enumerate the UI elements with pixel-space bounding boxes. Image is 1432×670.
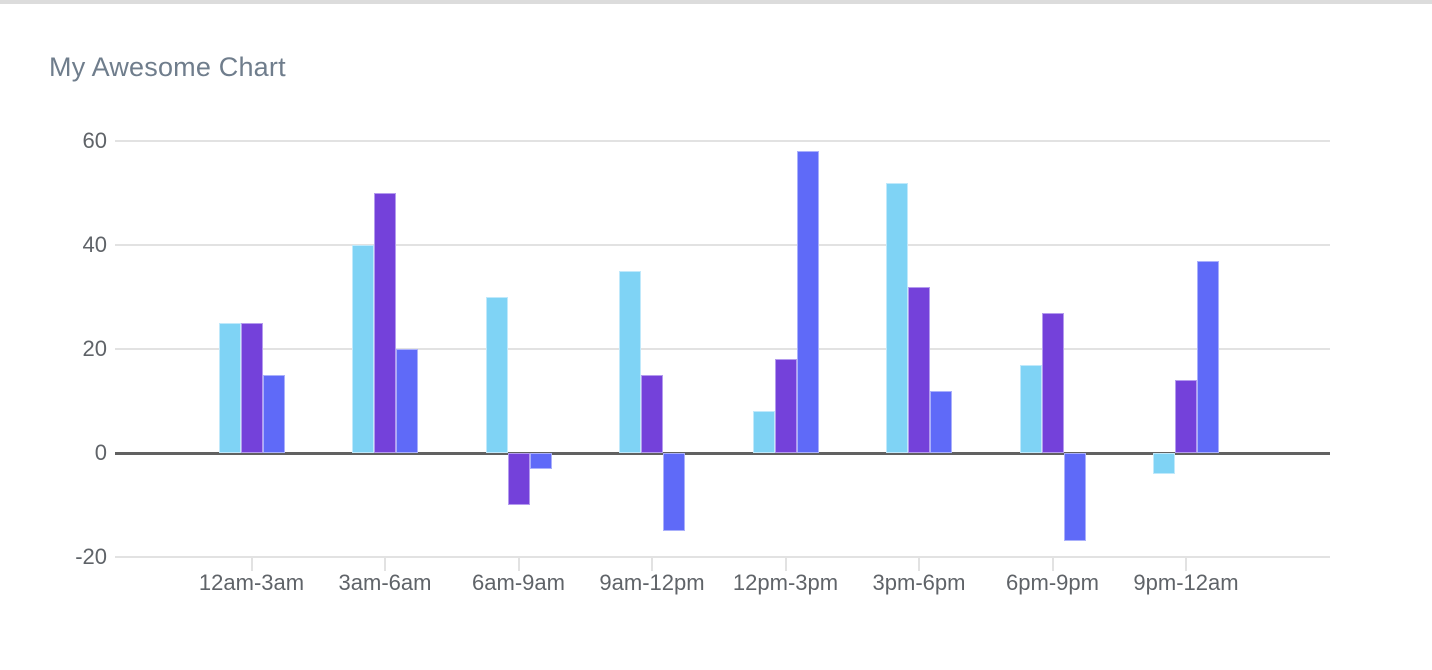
bar-series-2-12pm-3pm[interactable] <box>774 359 797 453</box>
bar-series-2-6am-9am[interactable] <box>507 453 530 505</box>
x-axis-tick <box>784 557 787 571</box>
x-axis-tick <box>1185 557 1187 571</box>
x-axis-category-label: 6pm-9pm <box>1006 570 1099 595</box>
y-axis-tick-label: 60 <box>82 128 107 153</box>
y-gridline <box>115 348 1330 350</box>
bar-series-3-6am-9am[interactable] <box>529 453 552 469</box>
bar-series-1-6am-9am[interactable] <box>485 297 508 453</box>
bar-series-2-9pm-12am[interactable] <box>1175 380 1197 453</box>
bar-series-1-6pm-9pm[interactable] <box>1019 364 1042 453</box>
bar-series-1-12am-3am[interactable] <box>218 323 241 453</box>
bar-series-2-9am-12pm[interactable] <box>641 375 663 453</box>
x-axis-tick <box>651 557 653 571</box>
bar-series-3-3am-6am[interactable] <box>396 349 418 453</box>
bar-series-2-12am-3am[interactable] <box>240 323 263 453</box>
bar-series-3-9am-12pm[interactable] <box>663 453 685 531</box>
bar-series-3-12am-3am[interactable] <box>262 375 285 453</box>
x-axis-category-label: 3pm-6pm <box>872 570 966 595</box>
bar-series-1-3am-6am[interactable] <box>352 245 374 453</box>
chart-title: My Awesome Chart <box>49 52 286 82</box>
bar-series-3-12pm-3pm[interactable] <box>796 151 819 453</box>
x-axis-category-label: 12pm-3pm <box>732 570 839 595</box>
x-axis-category-label: 6am-9am <box>472 570 565 595</box>
x-axis-tick <box>384 557 386 571</box>
bar-series-3-6pm-9pm[interactable] <box>1063 453 1086 542</box>
y-axis-tick-label: 0 <box>94 440 107 465</box>
y-gridline <box>115 244 1330 246</box>
bar-series-1-3pm-6pm[interactable] <box>886 182 908 453</box>
bar-series-3-9pm-12am[interactable] <box>1197 260 1219 453</box>
bar-series-1-9pm-12am[interactable] <box>1153 453 1175 474</box>
bar-series-2-3am-6am[interactable] <box>374 193 396 453</box>
x-axis-tick <box>250 557 253 571</box>
bar-series-2-6pm-9pm[interactable] <box>1041 312 1064 453</box>
x-axis-tick <box>517 557 520 571</box>
bar-series-3-3pm-6pm[interactable] <box>930 390 952 453</box>
y-gridline <box>115 140 1330 142</box>
zero-baseline <box>115 451 1330 455</box>
y-axis-tick-label: -20 <box>75 544 107 569</box>
x-axis-category-label: 9pm-12am <box>1133 570 1239 595</box>
bar-series-1-9am-12pm[interactable] <box>619 271 641 453</box>
x-axis-category-label: 3am-6am <box>338 570 432 595</box>
x-axis-tick <box>918 557 920 571</box>
y-axis-tick-label: 20 <box>82 336 107 361</box>
y-gridline <box>115 556 1330 558</box>
x-axis-category-label: 12am-3am <box>198 570 305 595</box>
page-top-border <box>0 0 1432 4</box>
y-axis-tick-label: 40 <box>82 232 107 257</box>
bar-series-1-12pm-3pm[interactable] <box>752 411 775 453</box>
x-axis-category-label: 9am-12pm <box>599 570 705 595</box>
x-axis-tick <box>1051 557 1054 571</box>
bar-series-2-3pm-6pm[interactable] <box>908 286 930 453</box>
